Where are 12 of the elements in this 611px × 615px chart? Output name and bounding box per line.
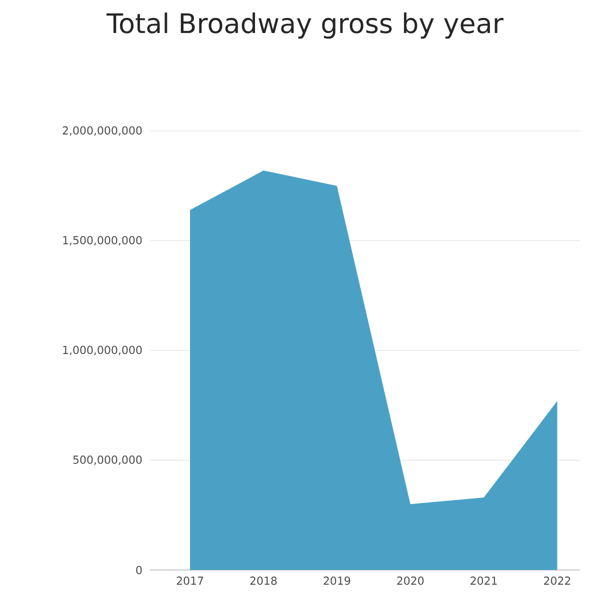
- x-tick-label: 2019: [324, 576, 350, 585]
- y-tick-label: 1,000,000,000: [63, 346, 142, 356]
- x-tick-label: 2020: [397, 576, 424, 585]
- y-tick-label: 0: [136, 566, 142, 574]
- x-tick-label: 2021: [470, 576, 497, 585]
- x-tick-label: 2018: [250, 576, 277, 585]
- y-tick-label: 500,000,000: [73, 456, 142, 465]
- x-tick-label: 2017: [176, 576, 204, 585]
- y-tick-label: 2,000,000,000: [62, 126, 142, 136]
- x-tick-label: 2022: [544, 576, 570, 585]
- chart-title: Total Broadway gross by year: [106, 12, 504, 39]
- y-tick-label: 1,500,000,000: [63, 236, 142, 246]
